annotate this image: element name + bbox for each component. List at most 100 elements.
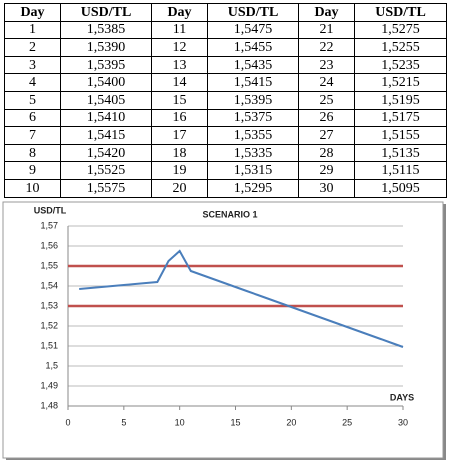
chart-title: SCENARIO 1: [202, 209, 257, 219]
header-row: Day USD/TL Day USD/TL Day USD/TL: [4, 3, 447, 22]
table-cell: 1,5355: [207, 126, 299, 145]
y-tick-label: 1,52: [40, 320, 58, 330]
table-cell: 1,5295: [207, 178, 299, 198]
y-tick-label: 1,56: [40, 240, 58, 250]
y-tick-label: 1,51: [40, 340, 58, 350]
table-cell: 1,5175: [354, 108, 447, 128]
table-row: 1 1,5385 11 1,5475 21 1,5275: [4, 20, 447, 40]
header-cell: Day: [298, 3, 355, 22]
rate-table: Day USD/TL Day USD/TL Day USD/TL 1 1,5385 11 1,5…: [4, 3, 447, 198]
chart: SCENARIO 1 USD/TL DAYS 1,48 1,49 1,5 1,51 1,…: [2, 201, 446, 460]
y-tick-label: 1,57: [40, 220, 58, 230]
table-cell: 1,5155: [354, 126, 447, 145]
table-cell: 14: [151, 73, 208, 92]
x-axis-label: DAYS: [390, 392, 414, 402]
header-cell: Day: [4, 3, 61, 22]
table-row: 10 1,5575 20 1,5295 30 1,5095: [4, 178, 447, 198]
table-cell: 6: [4, 108, 61, 128]
table-cell: 1,5195: [354, 90, 447, 110]
table-cell: 4: [4, 73, 61, 92]
x-tick-label: 25: [342, 417, 352, 427]
table-cell: 11: [151, 20, 208, 40]
table-cell: 26: [298, 108, 355, 128]
table-cell: 13: [151, 55, 208, 75]
table-cell: 20: [151, 178, 208, 198]
table-cell: 28: [298, 143, 355, 163]
table-cell: 1,5135: [354, 143, 447, 163]
table-row: 9 1,5525 19 1,5315 29 1,5115: [4, 161, 447, 180]
table-cell: 1,5315: [207, 161, 299, 180]
x-tick-label: 5: [121, 417, 126, 427]
y-tick-label: 1,55: [40, 260, 58, 270]
table-cell: 1,5400: [60, 73, 152, 92]
table-cell: 1,5395: [207, 90, 299, 110]
header-cell: Day: [151, 3, 208, 22]
table-cell: 1,5095: [354, 178, 447, 198]
table-row: 7 1,5415 17 1,5355 27 1,5155: [4, 126, 447, 145]
table-cell: 17: [151, 126, 208, 145]
table-cell: 19: [151, 161, 208, 180]
table-cell: 1,5375: [207, 108, 299, 128]
table-cell: 27: [298, 126, 355, 145]
table-row: 2 1,5390 12 1,5455 22 1,5255: [4, 38, 447, 57]
y-tick-label: 1,49: [40, 380, 58, 390]
table-cell: 1,5415: [60, 126, 152, 145]
table-cell: 3: [4, 55, 61, 75]
table-cell: 12: [151, 38, 208, 57]
x-tick-label: 15: [230, 417, 240, 427]
table-cell: 1,5395: [60, 55, 152, 75]
table-row: 8 1,5420 18 1,5335 28 1,5135: [4, 143, 447, 163]
table-cell: 1,5410: [60, 108, 152, 128]
table-cell: 1,5215: [354, 73, 447, 92]
header-cell: USD/TL: [207, 3, 299, 22]
table-cell: 1,5455: [207, 38, 299, 57]
table-cell: 1,5575: [60, 178, 152, 198]
x-tick-label: 20: [286, 417, 296, 427]
table-cell: 1,5335: [207, 143, 299, 163]
table-cell: 1,5385: [60, 20, 152, 40]
table-cell: 2: [4, 38, 61, 57]
table-cell: 21: [298, 20, 355, 40]
table-cell: 24: [298, 73, 355, 92]
table-row: 4 1,5400 14 1,5415 24 1,5215: [4, 73, 447, 92]
table-cell: 18: [151, 143, 208, 163]
data-line: [79, 249, 404, 348]
table-row: 3 1,5395 13 1,5435 23 1,5235: [4, 55, 447, 75]
table-cell: 1,5235: [354, 55, 447, 75]
table-cell: 1,5415: [207, 73, 299, 92]
y-tick-label: 1,48: [40, 400, 58, 410]
y-tick-label: 1,54: [40, 280, 58, 290]
table-row: 6 1,5410 16 1,5375 26 1,5175: [4, 108, 447, 128]
table-cell: 25: [298, 90, 355, 110]
x-tick-label: 0: [65, 417, 70, 427]
table-cell: 1: [4, 20, 61, 40]
table-cell: 29: [298, 161, 355, 180]
table-cell: 10: [4, 178, 61, 198]
table-cell: 5: [4, 90, 61, 110]
table-cell: 1,5390: [60, 38, 152, 57]
table-cell: 16: [151, 108, 208, 128]
table-cell: 1,5115: [354, 161, 447, 180]
header-cell: USD/TL: [60, 3, 152, 22]
table-cell: 1,5475: [207, 20, 299, 40]
table-cell: 1,5525: [60, 161, 152, 180]
x-tick-label: 10: [175, 417, 185, 427]
table-cell: 1,5405: [60, 90, 152, 110]
table-cell: 23: [298, 55, 355, 75]
table-cell: 1,5275: [354, 20, 447, 40]
table-cell: 1,5435: [207, 55, 299, 75]
table-cell: 15: [151, 90, 208, 110]
y-tick-label: 1,53: [40, 300, 58, 310]
table-cell: 7: [4, 126, 61, 145]
frame: [2, 201, 444, 459]
table-body: 1 1,5385 11 1,5475 21 1,5275 2 1,5390 12 1,5455 22…: [4, 20, 447, 198]
table-cell: 1,5255: [354, 38, 447, 57]
table-cell: 8: [4, 143, 61, 163]
header-cell: USD/TL: [354, 3, 447, 22]
y-axis-label: USD/TL: [34, 205, 67, 215]
table-cell: 1,5420: [60, 143, 152, 163]
table-cell: 30: [298, 178, 355, 198]
table-cell: 9: [4, 161, 61, 180]
y-tick-label: 1,5: [45, 360, 58, 370]
